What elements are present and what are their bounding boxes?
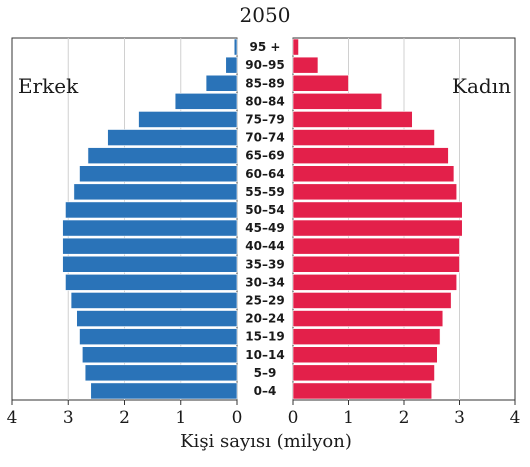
age-group-label: 50–54 <box>245 203 284 217</box>
age-group-label: 90–95 <box>245 58 284 72</box>
x-tick-label-right: 4 <box>510 408 521 428</box>
age-group-label: 85–89 <box>245 76 284 90</box>
bar-kadin <box>292 292 452 309</box>
axis-layer: 4 3 2 1 0 0 1 2 3 4 <box>7 400 521 428</box>
age-labels-layer: 95 + 90–95 85–89 80–84 75–79 70–74 65–69 60–64 5… <box>245 40 284 398</box>
bar-kadin <box>292 364 435 382</box>
bars-layer <box>62 38 463 400</box>
age-group-label: 55–59 <box>245 185 284 199</box>
bar-kadin <box>292 147 449 165</box>
bar-erkek <box>79 165 238 183</box>
bar-kadin <box>292 165 455 183</box>
age-group-label: 80–84 <box>245 94 284 108</box>
bar-kadin <box>292 255 460 273</box>
bar-kadin <box>292 93 383 110</box>
bar-kadin <box>292 273 458 291</box>
bar-kadin <box>292 129 435 146</box>
bar-erkek <box>62 255 238 273</box>
male-series-label: Erkek <box>18 74 79 98</box>
bar-kadin <box>292 346 438 364</box>
age-group-label: 60–64 <box>245 167 284 181</box>
x-tick-label-left: 4 <box>7 408 18 428</box>
bar-kadin <box>292 328 441 346</box>
bar-erkek <box>84 364 238 382</box>
bar-erkek <box>62 219 238 237</box>
bar-erkek <box>62 237 238 255</box>
age-group-label: 65–69 <box>245 149 284 163</box>
bar-erkek <box>174 93 238 110</box>
bar-kadin <box>292 382 433 400</box>
bar-erkek <box>76 310 238 327</box>
grid-layer <box>11 37 516 401</box>
bar-kadin <box>292 74 349 92</box>
age-group-label: 30–34 <box>245 275 284 289</box>
age-group-label: 0–4 <box>254 384 277 398</box>
age-group-label: 20–24 <box>245 312 284 326</box>
female-series-label: Kadın <box>452 74 511 98</box>
bar-erkek <box>79 328 238 346</box>
age-group-label: 95 + <box>250 40 281 54</box>
age-group-label: 35–39 <box>245 257 284 271</box>
age-group-label: 45–49 <box>245 221 284 235</box>
bar-kadin <box>292 237 460 255</box>
bar-erkek <box>65 273 238 291</box>
x-axis-title: Kişi sayısı (milyon) <box>180 431 352 452</box>
x-tick-label-left: 0 <box>232 408 243 428</box>
bar-erkek <box>225 56 238 74</box>
age-group-label: 75–79 <box>245 112 284 126</box>
age-group-label: 40–44 <box>245 239 284 253</box>
bar-erkek <box>205 74 238 92</box>
x-tick-label-right: 3 <box>454 408 465 428</box>
chart-title: 2050 <box>240 3 291 27</box>
age-group-label: 15–19 <box>245 330 284 344</box>
x-tick-label-right: 2 <box>399 408 410 428</box>
x-tick-label-left: 3 <box>63 408 74 428</box>
bar-kadin <box>292 201 463 219</box>
bar-kadin <box>292 219 463 237</box>
age-group-label: 70–74 <box>245 131 284 145</box>
bar-erkek <box>233 38 238 56</box>
x-tick-label-right: 0 <box>288 408 299 428</box>
bar-kadin <box>292 111 413 128</box>
x-tick-label-left: 2 <box>119 408 130 428</box>
x-tick-label-left: 1 <box>175 408 186 428</box>
bar-kadin <box>292 183 458 201</box>
bar-kadin <box>292 38 299 56</box>
bar-kadin <box>292 56 319 74</box>
bar-erkek <box>87 147 238 165</box>
bar-erkek <box>73 183 238 201</box>
bar-erkek <box>107 129 238 146</box>
bar-kadin <box>292 310 444 327</box>
x-tick-label-right: 1 <box>343 408 354 428</box>
bar-erkek <box>90 382 238 400</box>
age-group-label: 5–9 <box>254 366 277 380</box>
bar-erkek <box>65 201 238 219</box>
bar-erkek <box>70 292 238 309</box>
bar-erkek <box>82 346 238 364</box>
age-group-label: 10–14 <box>245 348 284 362</box>
age-group-label: 25–29 <box>245 293 284 307</box>
bar-erkek <box>138 111 238 128</box>
